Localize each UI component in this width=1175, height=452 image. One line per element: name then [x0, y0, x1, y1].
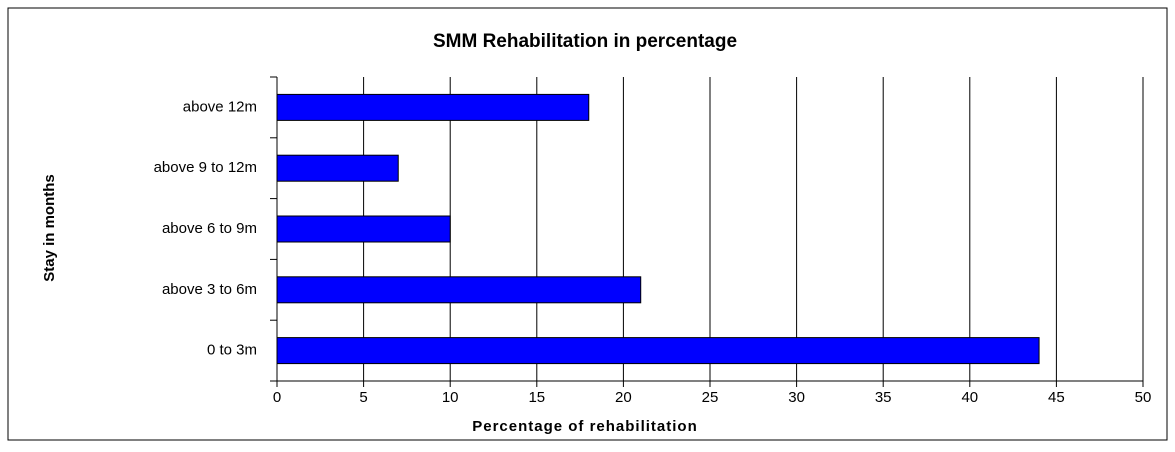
bar	[276, 215, 451, 243]
x-tick-label: 0	[273, 389, 281, 406]
y-tick-label: 0 to 3m	[207, 342, 257, 359]
y-tick-label: above 3 to 6m	[162, 281, 257, 298]
chart-border	[7, 7, 1168, 441]
x-tick-label: 45	[1048, 389, 1065, 406]
bar	[276, 276, 642, 304]
bar	[276, 154, 399, 182]
x-tick-label: 50	[1135, 389, 1152, 406]
x-tick-label: 35	[875, 389, 892, 406]
x-axis-label: Percentage of rehabilitation	[472, 418, 698, 435]
y-tick-label: above 12m	[183, 98, 257, 115]
bar	[276, 93, 590, 121]
x-tick-label: 5	[359, 389, 367, 406]
x-tick-label: 20	[615, 389, 632, 406]
y-tick-label: above 9 to 12m	[154, 159, 257, 176]
x-tick-label: 25	[702, 389, 719, 406]
chart-title: SMM Rehabilitation in percentage	[433, 31, 737, 52]
y-axis-label: Stay in months	[41, 174, 58, 282]
x-tick-label: 10	[442, 389, 459, 406]
x-tick-label: 30	[788, 389, 805, 406]
y-tick-label: above 6 to 9m	[162, 220, 257, 237]
x-tick-label: 40	[961, 389, 978, 406]
bar	[276, 337, 1040, 365]
x-tick-label: 15	[528, 389, 545, 406]
